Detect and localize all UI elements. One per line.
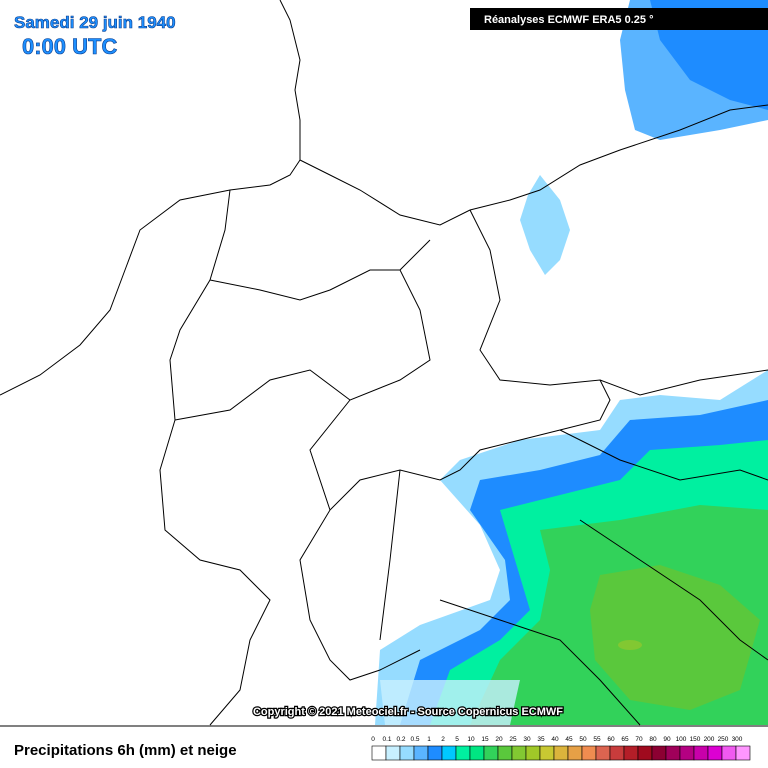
scale-box bbox=[623, 745, 639, 761]
scale-label: 15 bbox=[481, 736, 489, 743]
scale-box bbox=[427, 745, 443, 761]
scale-label: 30 bbox=[523, 736, 531, 743]
scale-box bbox=[609, 745, 625, 761]
scale-box bbox=[399, 745, 415, 761]
source-banner bbox=[470, 8, 768, 30]
scale-box bbox=[413, 745, 429, 761]
scale-label: 65 bbox=[621, 736, 629, 743]
borders bbox=[0, 0, 768, 726]
scale-label: 0.5 bbox=[410, 736, 419, 743]
scale-box bbox=[385, 745, 401, 761]
scale-label: 0 bbox=[371, 736, 375, 743]
scale-box bbox=[735, 745, 751, 761]
scale-box bbox=[441, 745, 457, 761]
scale-box bbox=[721, 745, 737, 761]
scale-label: 70 bbox=[635, 736, 643, 743]
scale-label: 90 bbox=[663, 736, 671, 743]
scale-label: 2 bbox=[441, 736, 445, 743]
scale-box bbox=[455, 745, 471, 761]
scale-box bbox=[469, 745, 485, 761]
scale-label: 300 bbox=[732, 736, 743, 743]
scale-label: 100 bbox=[676, 736, 687, 743]
scale-label: 200 bbox=[704, 736, 715, 743]
scale-label: 10 bbox=[467, 736, 475, 743]
color-scale: 0 0.1 0.2 0.5 1 2 5 10 15 20 25 30 35 40 45 50 55 60 65 70 8… bbox=[371, 736, 751, 761]
scale-label: 5 bbox=[455, 736, 459, 743]
date-title: Samedi 29 juin 1940 bbox=[14, 13, 176, 32]
scale-label: 60 bbox=[607, 736, 615, 743]
scale-box bbox=[497, 745, 513, 761]
scale-label: 50 bbox=[579, 736, 587, 743]
scale-label: 80 bbox=[649, 736, 657, 743]
scale-label: 150 bbox=[690, 736, 701, 743]
scale-label: 55 bbox=[593, 736, 601, 743]
scale-box bbox=[693, 745, 709, 761]
scale-box bbox=[539, 745, 555, 761]
scale-box bbox=[679, 745, 695, 761]
legend-title: Precipitations 6h (mm) et neige bbox=[14, 742, 237, 759]
scale-box bbox=[483, 745, 499, 761]
scale-box bbox=[665, 745, 681, 761]
scale-label: 0.1 bbox=[382, 736, 391, 743]
scale-label: 20 bbox=[495, 736, 503, 743]
scale-box bbox=[581, 745, 597, 761]
scale-box bbox=[371, 745, 387, 761]
scale-label: 40 bbox=[551, 736, 559, 743]
scale-label: 0.2 bbox=[396, 736, 405, 743]
time-title: 0:00 UTC bbox=[22, 34, 117, 59]
scale-label: 45 bbox=[565, 736, 573, 743]
scale-box bbox=[525, 745, 541, 761]
scale-label: 250 bbox=[718, 736, 729, 743]
scale-label: 35 bbox=[537, 736, 545, 743]
source-label: Réanalyses ECMWF ERA5 0.25 ° bbox=[484, 14, 653, 26]
scale-box bbox=[637, 745, 653, 761]
scale-box bbox=[553, 745, 569, 761]
scale-box bbox=[707, 745, 723, 761]
scale-box bbox=[511, 745, 527, 761]
scale-box bbox=[595, 745, 611, 761]
scale-label: 25 bbox=[509, 736, 517, 743]
copyright: Copyright © 2021 Meteociel.fr - Source C… bbox=[253, 706, 563, 718]
scale-box bbox=[567, 745, 583, 761]
scale-label: 1 bbox=[427, 736, 431, 743]
scale-box bbox=[651, 745, 667, 761]
